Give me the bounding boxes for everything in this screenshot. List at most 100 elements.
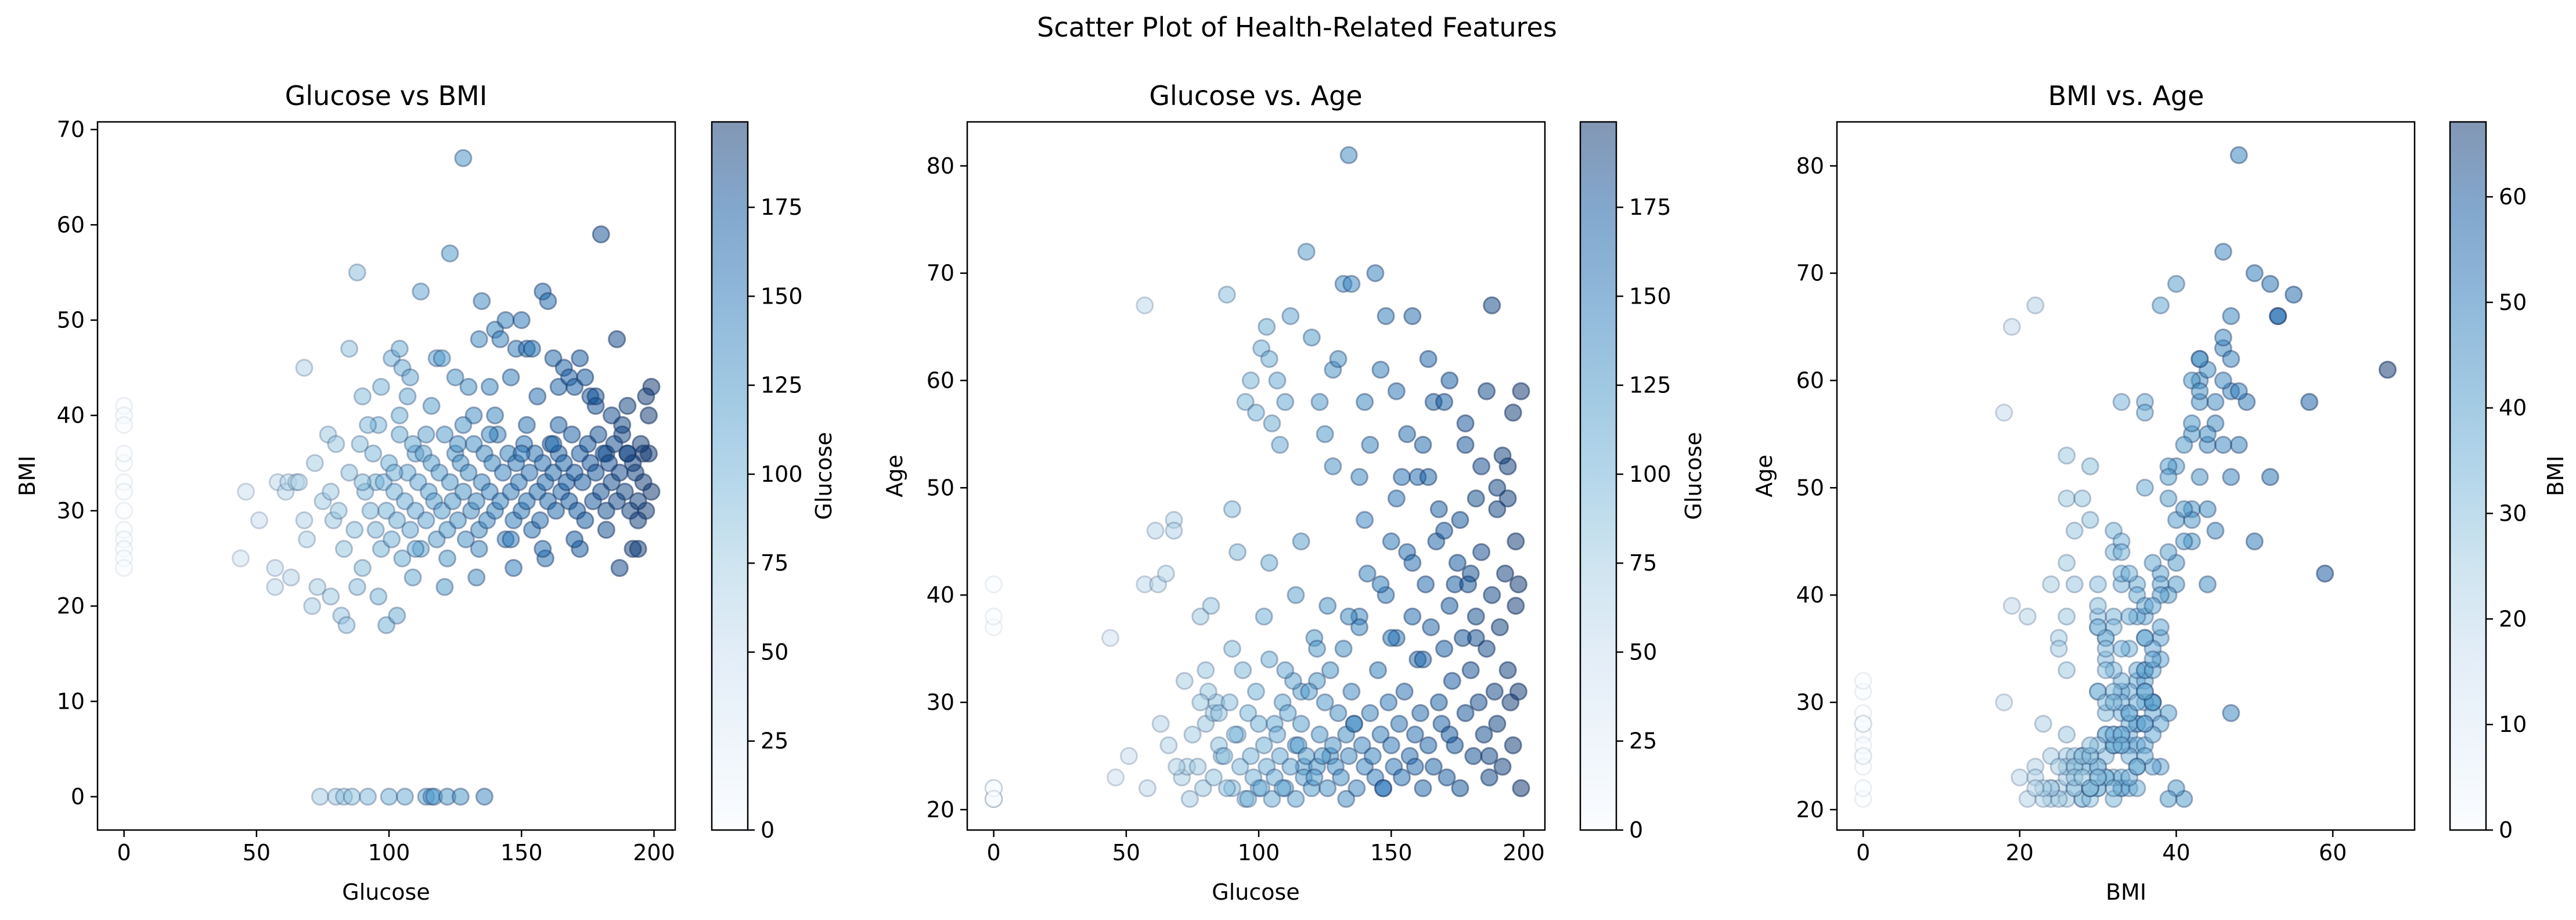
panel-title: Glucose vs BMI (285, 80, 488, 111)
scatter-point (1478, 382, 1496, 401)
scatter-point (629, 511, 647, 529)
scatter-point (1456, 414, 1475, 432)
scatter-point (467, 492, 486, 510)
scatter-point (2229, 146, 2248, 164)
y-tick-label: 80 (1796, 153, 1824, 179)
scatter-point (1151, 715, 1170, 733)
scatter-point (2128, 757, 2146, 776)
scatter-point (615, 482, 634, 501)
scatter-point (520, 463, 539, 482)
scatter-point (282, 568, 300, 587)
colorbar-tick-label: 25 (1629, 728, 1657, 754)
scatter-points (985, 146, 1530, 808)
panel-2: 0 50 100 150 200 20 30 40 50 60 70 80 Glucose vs. Ag… (882, 80, 1706, 905)
scatter-point (1321, 661, 1339, 680)
scatter-point (1429, 693, 1448, 712)
scatter-point (1215, 747, 1234, 765)
x-tick-label: 50 (1112, 840, 1140, 865)
scatter-point (2089, 768, 2107, 786)
scatter-point (1119, 747, 1138, 765)
scatter-point (2175, 532, 2193, 551)
scatter-point (1339, 607, 1358, 626)
scatter-point (610, 559, 629, 577)
scatter-point (372, 540, 390, 558)
scatter-point (2143, 597, 2162, 615)
y-tick-label: 20 (57, 593, 85, 619)
scatter-point (1387, 382, 1406, 401)
scatter-point (1101, 629, 1119, 647)
scatter-point (1377, 307, 1395, 326)
scatter-point (2096, 661, 2115, 680)
scatter-point (1210, 704, 1228, 722)
scatter-point (1168, 757, 1186, 776)
scatter-point (1324, 457, 1342, 475)
scatter-point (2058, 661, 2076, 680)
y-tick-label: 60 (1796, 367, 1824, 393)
scatter-point (1191, 607, 1210, 626)
plot-frame (966, 121, 1546, 831)
scatter-point (364, 444, 383, 463)
scatter-point (359, 416, 377, 434)
scatter-point (1107, 768, 1125, 786)
scatter-point (491, 330, 510, 348)
scatter-point (412, 282, 430, 301)
scatter-point (2136, 629, 2154, 647)
scatter-point (528, 387, 547, 406)
scatter-point (1273, 779, 1292, 798)
scatter-point (2002, 597, 2021, 615)
scatter-point (361, 502, 380, 520)
scatter-point (446, 368, 464, 387)
scatter-point (1287, 789, 1305, 808)
scatter-point (366, 521, 385, 539)
scatter-point (2222, 350, 2240, 368)
scatter-point (1387, 489, 1406, 508)
scatter-point (237, 482, 255, 501)
y-tick-label: 0 (71, 784, 85, 810)
scatter-point (1483, 586, 1501, 604)
scatter-point (1183, 726, 1202, 744)
colorbar-gradient (1580, 122, 1616, 830)
scatter-point (1398, 425, 1417, 443)
scatter-point (2105, 779, 2123, 798)
scatter-point (2112, 640, 2131, 658)
colorbar-tick-label: 50 (1629, 639, 1657, 665)
scatter-point (348, 578, 366, 596)
scatter-point (305, 454, 324, 472)
scatter-point (605, 435, 624, 453)
scatter-point (2026, 779, 2045, 798)
scatter-point (1496, 564, 1514, 583)
scatter-point (618, 396, 637, 415)
scatter-point (1854, 715, 1872, 733)
scatter-point (1363, 747, 1382, 765)
scatter-point (573, 473, 592, 492)
scatter-point (1414, 779, 1432, 798)
colorbar-gradient (2450, 122, 2486, 830)
scatter-point (1371, 360, 1390, 379)
scatter-point (1302, 329, 1321, 347)
scatter-point (390, 425, 409, 444)
scatter-point (2175, 500, 2193, 518)
scatter-point (1414, 650, 1432, 669)
scatter-point (1202, 597, 1220, 615)
scatter-point (1260, 554, 1278, 572)
scatter-point (2245, 264, 2264, 283)
scatter-point (266, 559, 284, 577)
scatter-point (1316, 425, 1334, 443)
scatter-point (2214, 371, 2232, 389)
scatter-point (1371, 575, 1390, 594)
scatter-point (1263, 789, 1281, 808)
y-axis-label: Age (1752, 454, 1777, 497)
scatter-point (502, 368, 520, 387)
scatter-point (1995, 403, 2013, 422)
y-tick-label: 70 (57, 117, 85, 142)
scatter-point (1498, 661, 1517, 680)
scatter-point (517, 492, 536, 510)
scatter-point (1353, 736, 1371, 755)
scatter-point (2143, 554, 2162, 572)
scatter-point (1358, 564, 1377, 583)
scatter-point (1287, 586, 1305, 604)
scatter-point (1478, 640, 1496, 658)
scatter-point (390, 340, 409, 358)
scatter-point (547, 502, 565, 520)
scatter-point (369, 587, 388, 606)
